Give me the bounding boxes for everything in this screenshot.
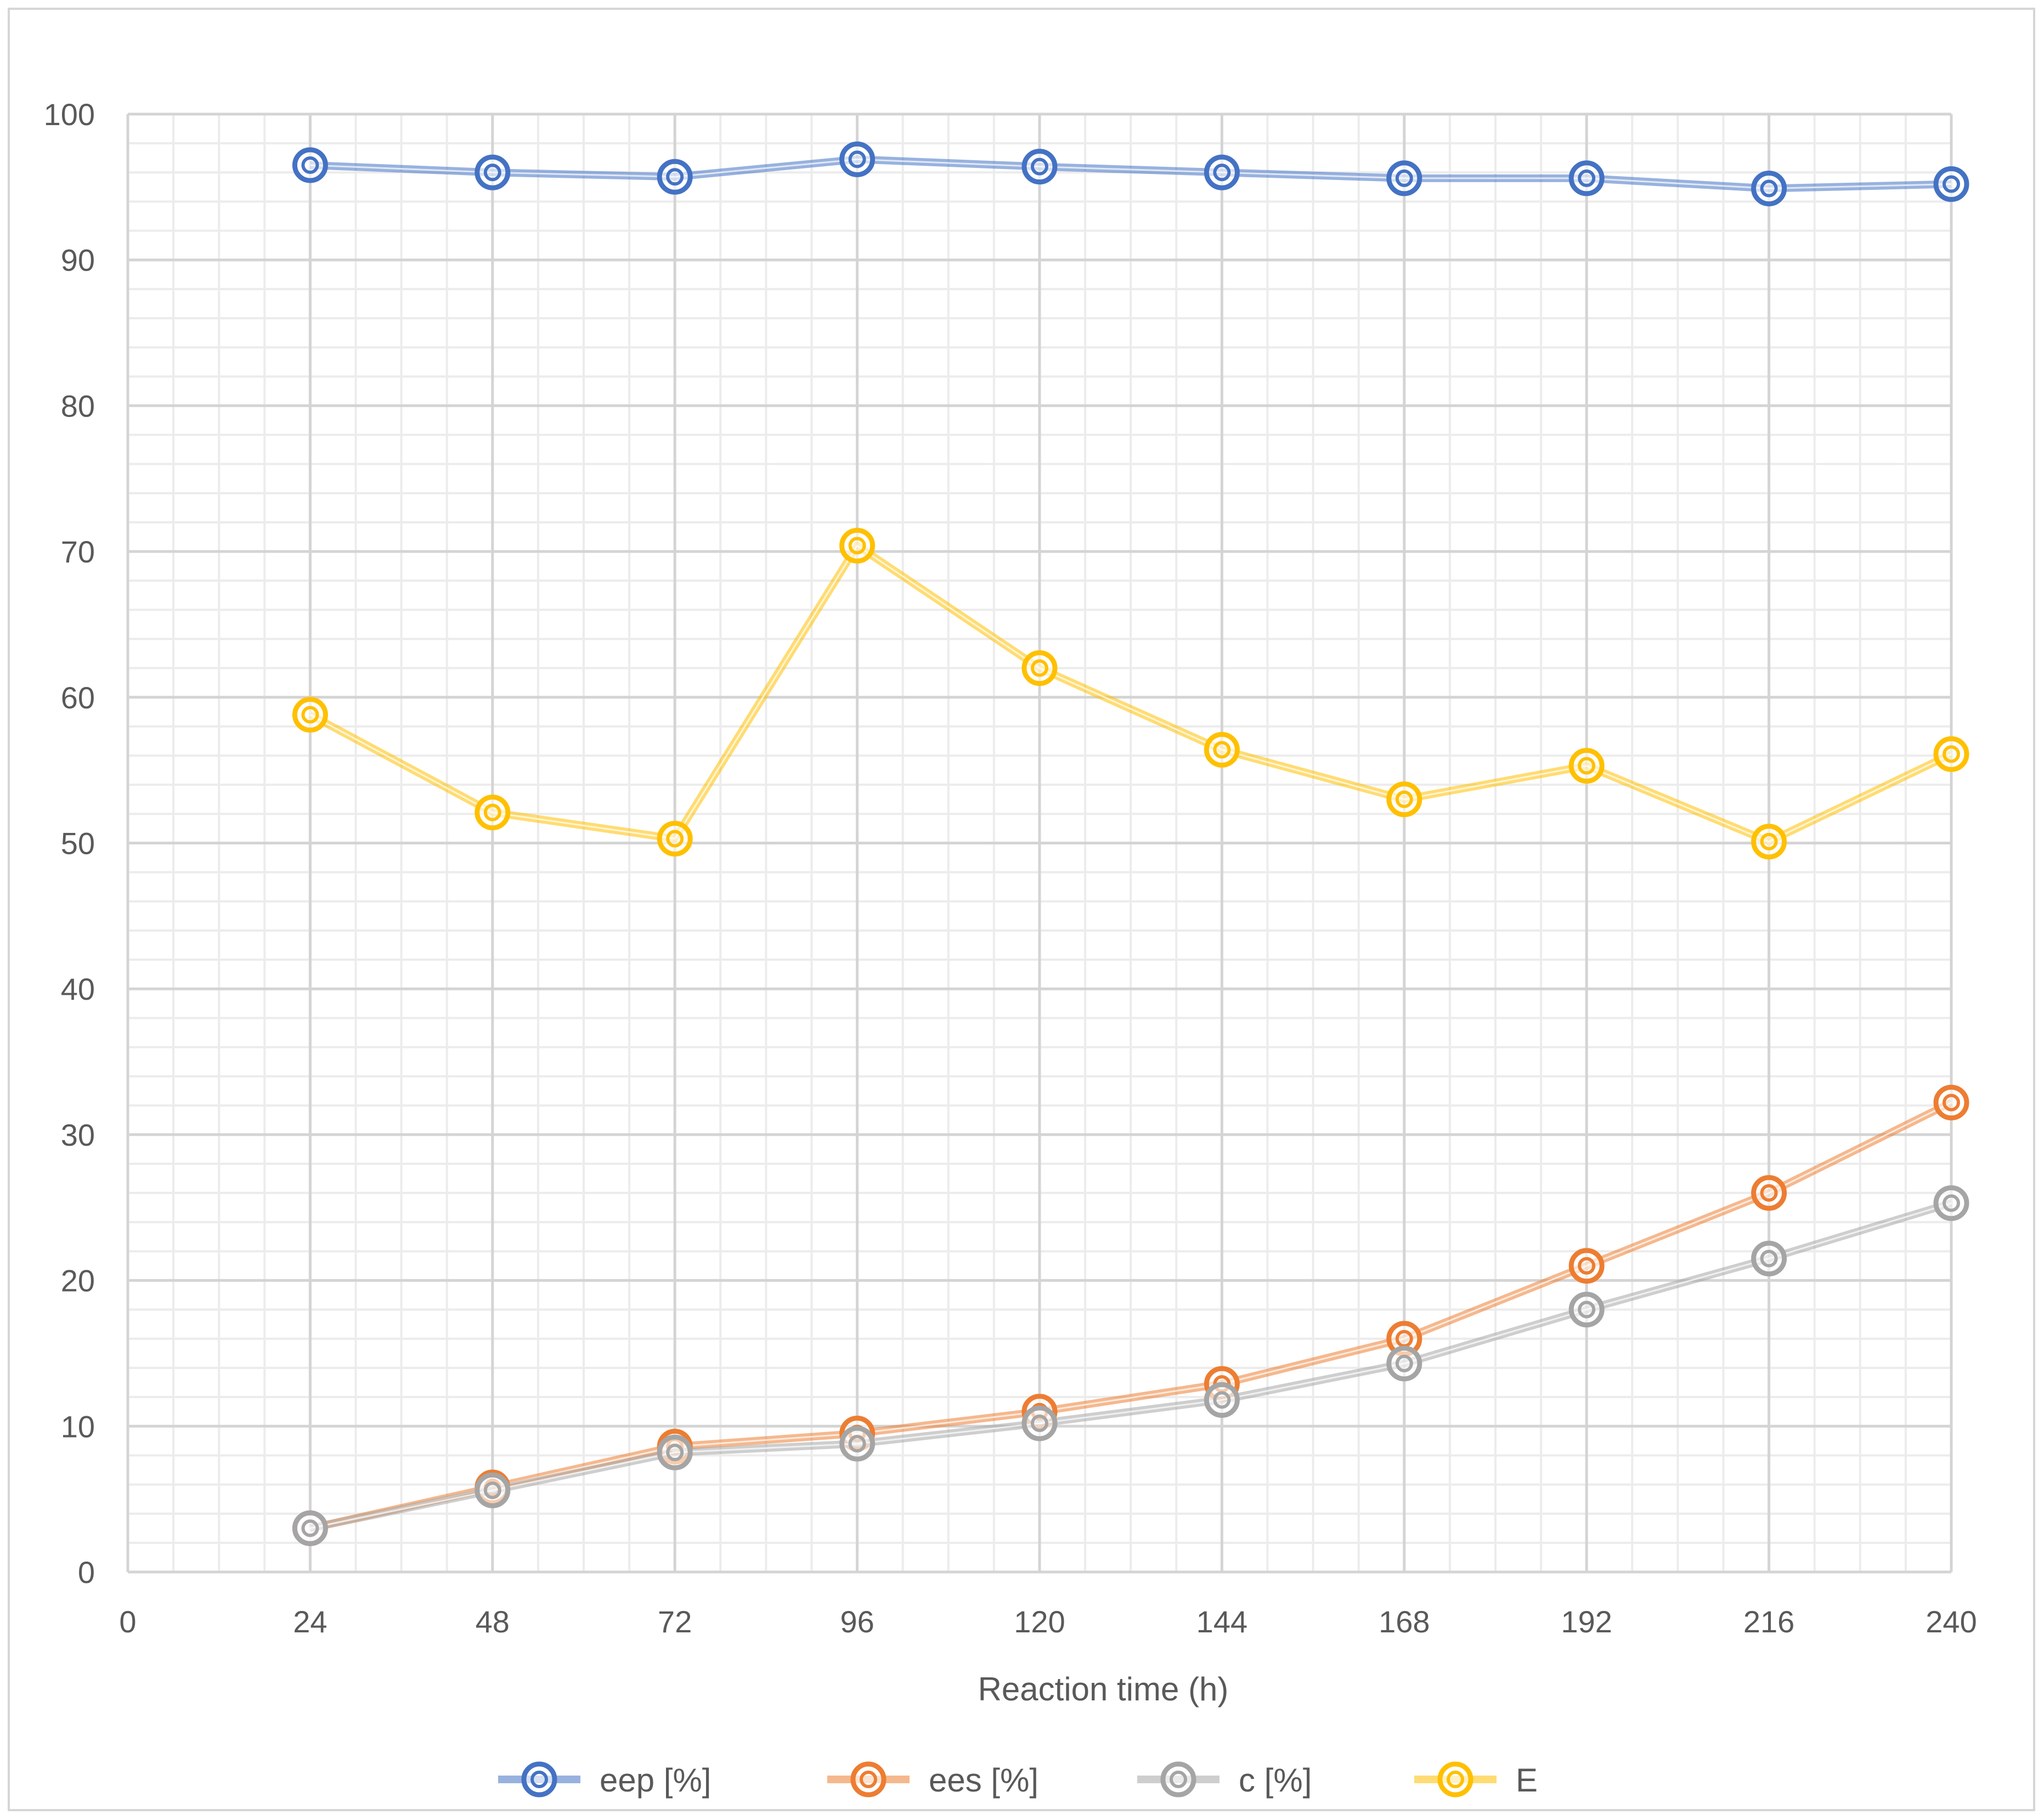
legend-item: eep [%] xyxy=(498,1761,711,1799)
legend: eep [%] ees [%] c [%] E xyxy=(498,1761,1538,1799)
data-point xyxy=(1204,731,1240,768)
series-layer xyxy=(292,141,1969,1546)
data-point xyxy=(475,1472,511,1508)
data-point xyxy=(292,1510,328,1546)
legend-label: ees [%] xyxy=(929,1762,1038,1799)
data-point xyxy=(1021,149,1058,185)
y-tick-label: 30 xyxy=(61,1118,95,1152)
data-point xyxy=(839,1425,876,1462)
line-chart: 0 10 20 30 40 50 60 70 80 90 100 0 24 48 72 96 120 144 16… xyxy=(44,97,1977,1799)
x-tick-label: 120 xyxy=(1014,1604,1065,1639)
y-tick-label: 40 xyxy=(61,972,95,1006)
x-tick-label: 192 xyxy=(1561,1604,1612,1639)
data-point xyxy=(292,147,328,183)
legend-marker xyxy=(1437,1761,1473,1798)
y-axis-tick-labels: 0 10 20 30 40 50 60 70 80 90 100 xyxy=(44,97,95,1590)
x-tick-label: 72 xyxy=(658,1604,692,1639)
y-tick-label: 100 xyxy=(44,97,95,132)
data-point xyxy=(1204,1382,1240,1418)
x-tick-label: 0 xyxy=(119,1604,136,1639)
data-point xyxy=(657,1434,693,1470)
x-tick-label: 96 xyxy=(840,1604,874,1639)
data-point xyxy=(1751,1241,1787,1277)
y-tick-label: 70 xyxy=(61,534,95,569)
series-line-highlight xyxy=(310,1202,1952,1529)
data-point xyxy=(1933,1084,1969,1120)
data-point xyxy=(839,527,876,564)
legend-label: E xyxy=(1516,1762,1538,1799)
x-tick-label: 144 xyxy=(1196,1604,1247,1639)
legend-marker xyxy=(1160,1761,1196,1798)
series-c xyxy=(292,1185,1969,1546)
data-point xyxy=(1751,824,1787,860)
y-tick-label: 10 xyxy=(61,1409,95,1444)
series-line-highlight xyxy=(310,158,1952,190)
x-tick-label: 216 xyxy=(1743,1604,1794,1639)
y-tick-label: 90 xyxy=(61,243,95,278)
legend-item: ees [%] xyxy=(827,1761,1038,1799)
data-point xyxy=(1386,160,1422,196)
x-tick-label: 48 xyxy=(476,1604,510,1639)
data-point xyxy=(657,159,693,195)
x-axis-tick-labels: 0 24 48 72 96 120 144 168 192 216 240 xyxy=(119,1604,1977,1639)
legend-label: c [%] xyxy=(1239,1762,1312,1799)
data-point xyxy=(1021,1405,1058,1441)
y-tick-label: 20 xyxy=(61,1264,95,1298)
legend-marker xyxy=(521,1761,557,1798)
series-eep xyxy=(292,141,1969,207)
data-point xyxy=(1568,1248,1605,1284)
series-line-highlight xyxy=(309,544,1952,843)
legend-item: c [%] xyxy=(1137,1761,1312,1799)
data-point xyxy=(839,141,876,177)
data-point xyxy=(1568,1292,1605,1328)
x-tick-label: 168 xyxy=(1379,1604,1430,1639)
x-axis-title: Reaction time (h) xyxy=(978,1671,1229,1708)
x-tick-label: 240 xyxy=(1926,1604,1977,1639)
data-point xyxy=(475,154,511,190)
legend-item: E xyxy=(1414,1761,1538,1799)
y-tick-label: 60 xyxy=(61,680,95,715)
series-e xyxy=(292,527,1969,860)
data-point xyxy=(1386,781,1422,818)
data-point xyxy=(292,697,328,733)
data-point xyxy=(1933,1185,1969,1221)
legend-marker xyxy=(850,1761,887,1798)
chart-frame: 0 10 20 30 40 50 60 70 80 90 100 0 24 48 72 96 120 144 16… xyxy=(8,8,2035,1811)
data-point xyxy=(1751,171,1787,207)
y-tick-label: 0 xyxy=(78,1555,95,1590)
data-point xyxy=(1568,160,1605,196)
legend-label: eep [%] xyxy=(600,1762,711,1799)
data-point xyxy=(1204,154,1240,190)
data-point xyxy=(475,795,511,831)
data-point xyxy=(1568,748,1605,784)
x-tick-label: 24 xyxy=(293,1604,327,1639)
data-point xyxy=(1751,1175,1787,1211)
data-point xyxy=(1933,736,1969,772)
series-line-highlight xyxy=(310,1102,1952,1529)
data-point xyxy=(657,821,693,857)
y-tick-label: 50 xyxy=(61,826,95,861)
data-point xyxy=(1386,1345,1422,1382)
data-point xyxy=(1021,650,1058,686)
data-point xyxy=(1933,166,1969,202)
y-tick-label: 80 xyxy=(61,388,95,423)
